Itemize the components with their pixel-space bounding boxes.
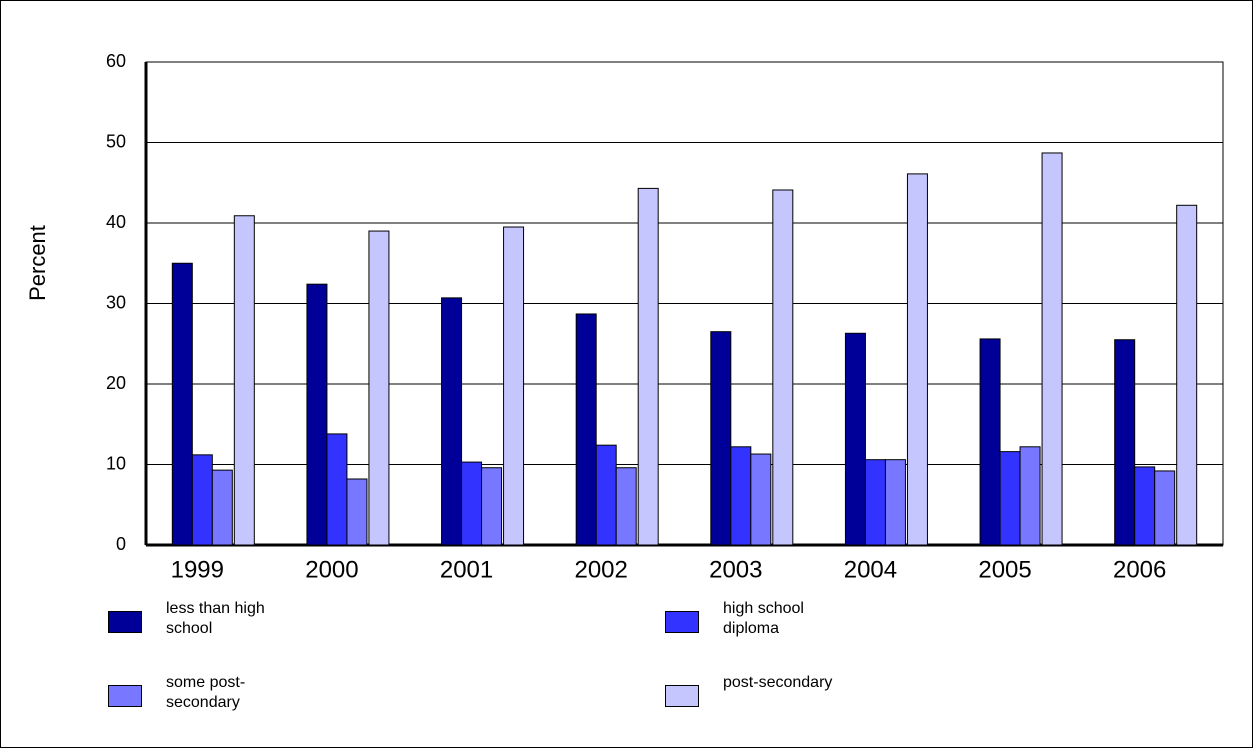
bar [233, 215, 255, 546]
bar [1176, 204, 1198, 546]
y-tick-label: 10 [106, 453, 126, 473]
legend-label: high school diploma [723, 600, 804, 637]
bar [171, 262, 193, 546]
x-tick-label: 2003 [709, 556, 762, 583]
y-tick-label: 50 [106, 131, 126, 151]
bar [441, 297, 463, 546]
y-tick-label: 0 [116, 534, 126, 554]
y-tick-label: 40 [106, 212, 126, 232]
bar [999, 451, 1021, 546]
y-tick-label: 20 [106, 373, 126, 393]
x-tick-label: 2000 [305, 556, 358, 583]
legend-swatch [108, 685, 142, 707]
bar [211, 469, 233, 546]
y-tick-label: 60 [106, 51, 126, 71]
bar [844, 332, 866, 546]
x-tick-label: 2005 [978, 556, 1031, 583]
bar [1041, 152, 1063, 546]
bar [750, 453, 772, 546]
bar [503, 226, 525, 546]
legend-swatch [665, 685, 699, 707]
bar [1134, 466, 1156, 546]
bar [637, 187, 659, 546]
legend-label: post-secondary [723, 674, 833, 691]
bar [1019, 446, 1041, 546]
bar [368, 230, 390, 546]
bar [710, 331, 732, 546]
y-tick-label: 30 [106, 292, 126, 312]
bar [481, 467, 503, 546]
bar [772, 189, 794, 546]
bar [615, 467, 637, 546]
legend-swatch [108, 611, 142, 633]
bar [864, 459, 886, 546]
legend-label: some post-secondary [166, 674, 246, 711]
legend-swatch [665, 611, 699, 633]
bar [1154, 470, 1176, 546]
legend-label: less than high school [166, 600, 265, 637]
bar [595, 444, 617, 546]
bar [730, 446, 752, 546]
bar [575, 313, 597, 546]
x-tick-label: 2004 [844, 556, 897, 583]
bar [979, 338, 1001, 546]
x-tick-label: 2002 [574, 556, 627, 583]
x-tick-label: 2006 [1113, 556, 1166, 583]
bar [884, 459, 906, 546]
bar [461, 461, 483, 546]
bar [906, 173, 928, 546]
bar [191, 454, 213, 546]
bar [326, 433, 348, 546]
x-tick-label: 2001 [440, 556, 493, 583]
y-axis-label: Percent [25, 225, 50, 301]
bar [346, 478, 368, 546]
x-tick-label: 1999 [171, 556, 224, 583]
bar [306, 283, 328, 546]
bar [1114, 339, 1136, 546]
